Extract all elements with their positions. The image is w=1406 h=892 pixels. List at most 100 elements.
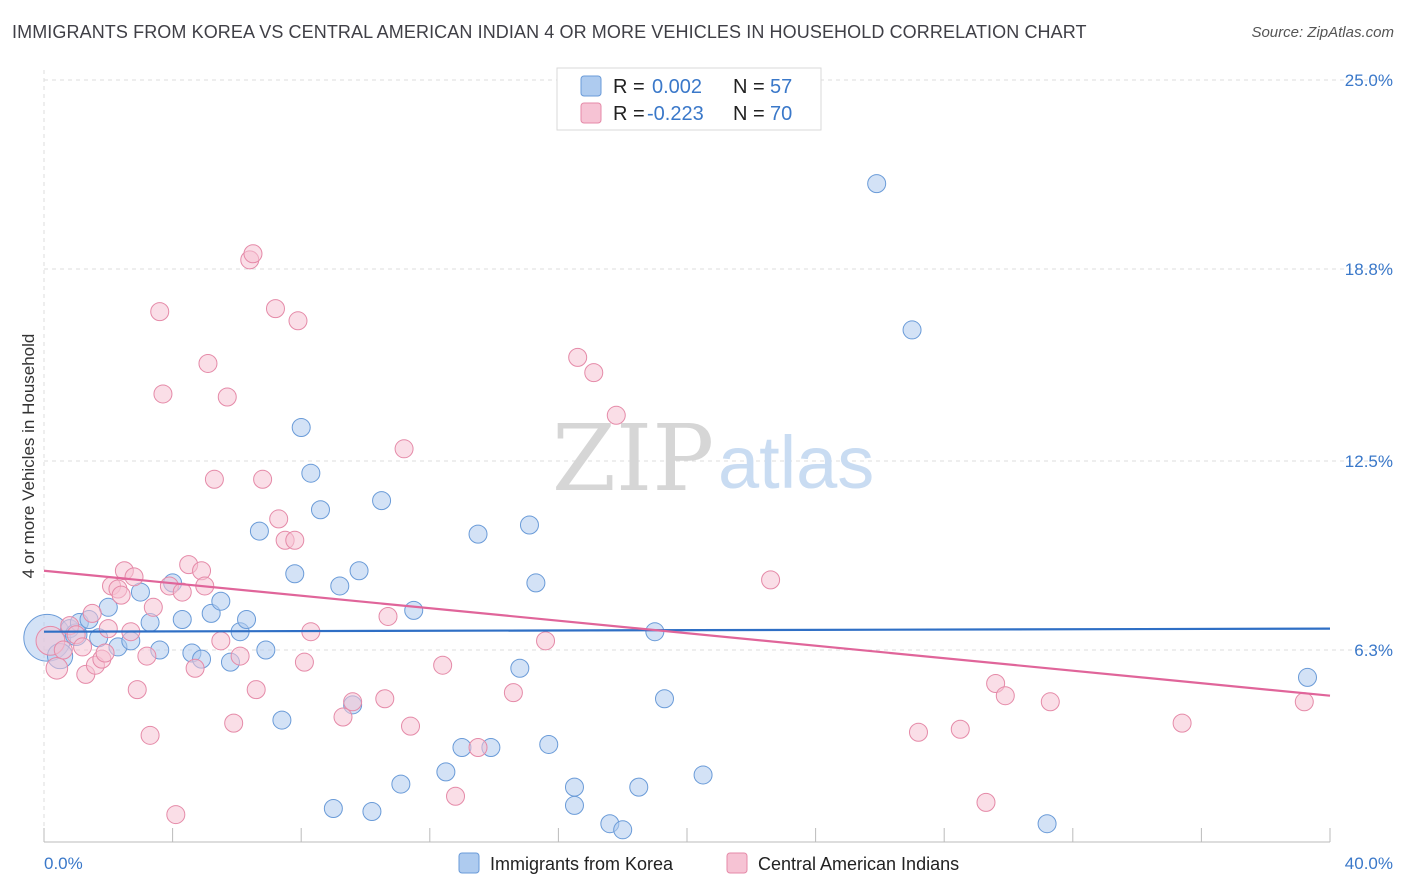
point-cai-38 (243, 244, 263, 264)
point-korea-29 (323, 798, 343, 818)
point-cai-56 (468, 738, 488, 758)
watermark-atlas: atlas (718, 421, 874, 504)
point-korea-26 (291, 417, 311, 437)
point-cai-25 (166, 805, 186, 825)
point-korea-32 (349, 561, 369, 581)
point-cai-7 (82, 603, 102, 623)
bottom-legend-swatch-korea (458, 852, 480, 874)
point-cai-70 (1294, 692, 1314, 712)
watermark: ZIP atlas (552, 405, 874, 512)
point-cai-32 (204, 469, 224, 489)
trend-line-cai (43, 569, 1331, 697)
point-cai-48 (333, 707, 353, 727)
point-korea-48 (613, 820, 633, 840)
point-cai-1 (45, 656, 69, 680)
trend-lines (43, 569, 1331, 697)
point-cai-41 (265, 299, 285, 319)
point-cai-45 (288, 311, 308, 331)
point-cai-50 (375, 689, 395, 709)
point-korea-28 (310, 500, 330, 520)
point-cai-69 (1172, 713, 1192, 733)
point-korea-41 (510, 658, 530, 678)
point-korea-33 (362, 802, 382, 822)
point-cai-68 (1040, 692, 1060, 712)
point-korea-34 (372, 491, 392, 511)
point-cai-20 (140, 725, 160, 745)
point-cai-42 (269, 509, 289, 529)
point-cai-49 (343, 692, 363, 712)
point-cai-21 (143, 597, 163, 617)
y-tick-labels: 6.3% 12.5% 18.8% 25.0% (1345, 71, 1393, 660)
point-cai-55 (446, 786, 466, 806)
y-tick-label-2: 18.8% (1345, 260, 1393, 279)
point-korea-21 (237, 609, 257, 629)
legend-swatch-korea (580, 75, 602, 97)
point-cai-59 (568, 347, 588, 367)
legend-n-label-korea: N = (733, 76, 765, 98)
legend-n-value-cai: 70 (770, 103, 792, 125)
point-cai-28 (185, 658, 205, 678)
point-korea-39 (468, 524, 488, 544)
point-cai-53 (401, 716, 421, 736)
point-korea-18 (211, 591, 231, 611)
point-cai-57 (503, 683, 523, 703)
chart-title: IMMIGRANTS FROM KOREA VS CENTRAL AMERICA… (12, 22, 1087, 42)
point-korea-22 (249, 521, 269, 541)
x-tick-label-min: 0.0% (44, 854, 83, 873)
point-korea-27 (301, 463, 321, 483)
point-cai-31 (198, 353, 218, 373)
point-cai-67 (995, 686, 1015, 706)
point-cai-11 (98, 619, 118, 639)
point-korea-36 (404, 600, 424, 620)
point-korea-55 (1037, 814, 1057, 834)
point-cai-2 (53, 640, 73, 660)
point-korea-25 (285, 564, 305, 584)
point-cai-22 (150, 302, 170, 322)
y-tick-label-0: 6.3% (1354, 641, 1393, 660)
bottom-legend-swatch-cai (726, 852, 748, 874)
point-cai-60 (584, 363, 604, 383)
point-cai-40 (253, 469, 273, 489)
point-korea-43 (526, 573, 546, 593)
point-korea-49 (629, 777, 649, 797)
point-korea-46 (564, 795, 584, 815)
y-axis-label: 4 or more Vehicles in Household (19, 334, 38, 579)
point-cai-35 (224, 713, 244, 733)
bottom-legend: Immigrants from Korea Central American I… (458, 852, 959, 874)
x-tick-marks (43, 828, 1331, 842)
point-cai-5 (73, 637, 93, 657)
point-cai-44 (285, 530, 305, 550)
point-cai-19 (137, 646, 157, 666)
point-cai-58 (536, 631, 556, 651)
point-korea-56 (1297, 667, 1317, 687)
point-korea-14 (172, 609, 192, 629)
point-cai-51 (378, 606, 398, 626)
point-cai-33 (211, 631, 231, 651)
y-tick-label-3: 25.0% (1345, 71, 1393, 90)
legend-r-label-cai: R = (613, 103, 645, 125)
point-korea-52 (693, 765, 713, 785)
point-cai-17 (124, 567, 144, 587)
trend-line-korea (43, 627, 1331, 633)
point-cai-64 (950, 719, 970, 739)
point-cai-36 (230, 646, 250, 666)
point-korea-24 (272, 710, 292, 730)
bottom-legend-label-korea: Immigrants from Korea (490, 854, 674, 874)
bottom-legend-label-cai: Central American Indians (758, 854, 959, 874)
point-cai-46 (294, 652, 314, 672)
point-korea-44 (539, 734, 559, 754)
point-cai-14 (111, 585, 131, 605)
point-korea-45 (564, 777, 584, 797)
point-cai-52 (394, 439, 414, 459)
point-cai-61 (606, 405, 626, 425)
point-cai-18 (127, 680, 147, 700)
point-cai-63 (908, 722, 928, 742)
legend-r-label-korea: R = (613, 76, 645, 98)
point-cai-39 (246, 680, 266, 700)
legend-n-label-cai: N = (733, 103, 765, 125)
point-korea-53 (867, 174, 887, 194)
point-korea-42 (519, 515, 539, 535)
point-korea-54 (902, 320, 922, 340)
legend-n-value-korea: 57 (770, 76, 792, 98)
